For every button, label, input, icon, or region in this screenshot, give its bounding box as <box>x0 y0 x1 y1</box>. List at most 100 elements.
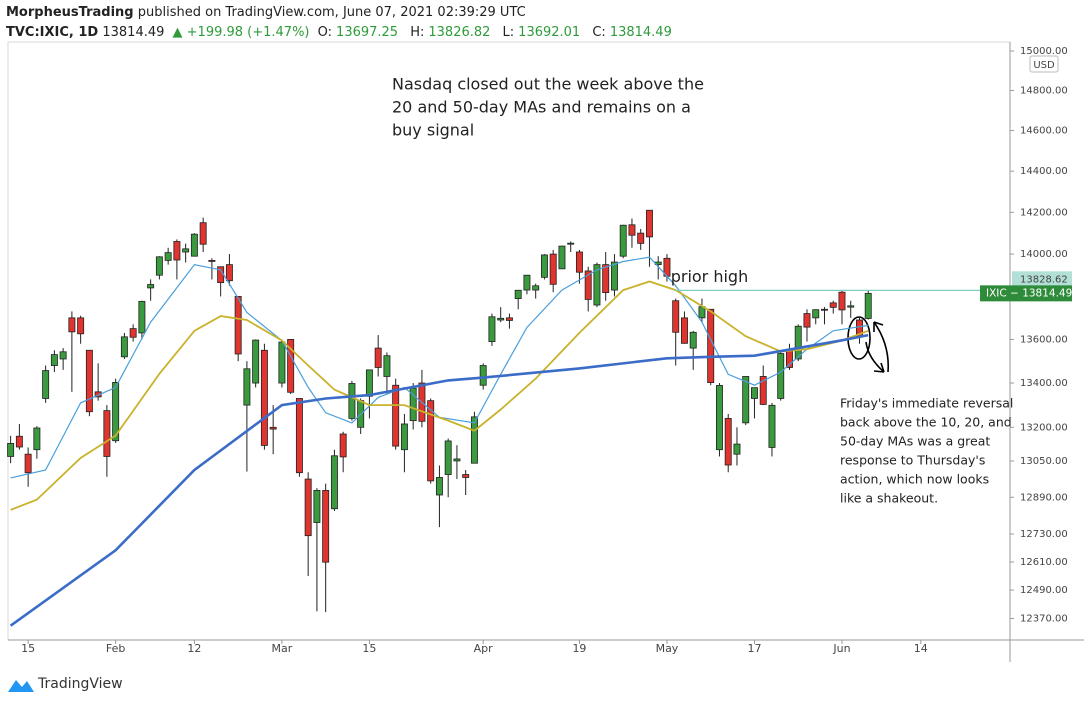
price-tag-text: 13828.62 <box>1020 274 1068 285</box>
candle-body <box>190 233 198 257</box>
annotation-line: 50-day MAs was a great <box>840 434 990 449</box>
candle-body <box>864 292 872 319</box>
candle-body <box>645 209 653 238</box>
last-price: 13814.49 <box>102 25 165 40</box>
candle-body <box>24 453 32 474</box>
candle-body <box>759 376 767 405</box>
y-tick-label: 12730.00 <box>1020 529 1068 540</box>
candle-body <box>50 354 58 366</box>
candle-body <box>155 256 163 276</box>
arrow <box>873 321 890 373</box>
candle-body <box>680 317 688 344</box>
currency: USD <box>1033 60 1055 71</box>
candle-body <box>505 317 513 321</box>
y-tick-label: 12890.00 <box>1020 492 1068 503</box>
high-label: H: 13826.82 <box>410 25 494 40</box>
quote-line: TVC:IXIC, 1D 13814.49 ▲ +199.98 (+1.47%)… <box>6 25 680 40</box>
logo: TradingView <box>8 676 123 692</box>
candle-body <box>751 387 758 399</box>
candle-body <box>470 416 478 464</box>
candle-body <box>803 313 811 328</box>
candle-body <box>313 490 321 523</box>
low-label: L: 13692.01 <box>503 25 585 40</box>
candle-body <box>488 316 496 342</box>
x-tick-label: Apr <box>474 642 494 655</box>
y-tick-label: 13600.00 <box>1020 334 1068 345</box>
open-label: O: 13697.25 <box>318 25 402 40</box>
candle-body <box>523 274 531 291</box>
candle-body <box>400 423 408 451</box>
candle-body <box>462 474 470 478</box>
candle-body <box>427 400 435 482</box>
moving-average <box>9 333 869 627</box>
annotation-line: buy signal <box>392 121 474 140</box>
candle-body <box>567 242 575 245</box>
y-tick-label: 13050.00 <box>1020 456 1068 467</box>
candle-body <box>374 347 382 368</box>
moving-average <box>10 256 869 479</box>
last-price-text: IXIC − 13814.49 <box>986 287 1072 299</box>
change: ▲ +199.98 (+1.47%) <box>172 25 310 40</box>
arrow <box>865 341 885 373</box>
candle-body <box>847 305 855 308</box>
c-key: C: <box>592 25 606 40</box>
x-tick-label: Jun <box>832 642 850 655</box>
candle-body <box>768 404 776 448</box>
candle-body <box>716 385 723 451</box>
candle-body <box>383 355 391 377</box>
candle-body <box>514 289 522 299</box>
y-tick-label: 14600.00 <box>1020 126 1068 137</box>
candle-body <box>182 248 190 253</box>
y-tick-label: 12490.00 <box>1020 585 1068 596</box>
candle-body <box>558 245 566 270</box>
candle-body <box>812 309 820 319</box>
annotation-line: Nasdaq closed out the week above the <box>392 75 704 94</box>
candle-body <box>138 300 146 334</box>
x-tick-label: 14 <box>914 642 928 655</box>
annotation-line: action, which now looks <box>840 472 989 487</box>
candle-body <box>838 291 846 311</box>
candle-body <box>497 317 505 321</box>
x-tick-label: Mar <box>272 642 293 655</box>
logo-icon <box>8 680 34 692</box>
candle-body <box>112 381 120 442</box>
candle-body <box>260 349 268 446</box>
candle-body <box>120 336 128 358</box>
h-key: H: <box>410 25 425 40</box>
candle-body <box>59 351 67 360</box>
candle-body <box>322 490 330 563</box>
h-val: 13826.82 <box>428 25 491 40</box>
x-tick-label: 17 <box>747 642 761 655</box>
prior-high-text: prior high <box>671 267 749 286</box>
y-tick-label: 14800.00 <box>1020 85 1068 96</box>
x-tick-label: Feb <box>106 642 125 655</box>
x-tick-label: May <box>656 642 679 655</box>
o-val: 13697.25 <box>336 25 399 40</box>
candle-body <box>602 264 610 294</box>
candle-body <box>628 224 636 236</box>
candle-body <box>593 264 601 306</box>
candle-body <box>15 435 23 448</box>
candle-body <box>619 224 627 257</box>
symbol: TVC:IXIC, 1D <box>6 25 99 40</box>
header-line: MorpheusTrading published on TradingView… <box>6 5 526 20</box>
candle-body <box>435 477 443 496</box>
currency-box <box>1029 55 1059 73</box>
candle-body <box>821 308 828 311</box>
candle-body <box>549 253 557 285</box>
candle-body <box>794 325 802 360</box>
x-tick-label: 19 <box>572 642 586 655</box>
candle-body <box>339 433 347 458</box>
candle-body <box>7 443 15 457</box>
candle-body <box>164 252 172 261</box>
candle-body <box>532 285 540 291</box>
annotation-line: response to Thursday's <box>840 453 985 468</box>
candle-body <box>173 241 181 261</box>
y-tick-label: 12370.00 <box>1020 614 1068 625</box>
candle-body <box>453 458 461 462</box>
candle-body <box>269 426 277 430</box>
annotation-line: back above the 10, 20, and <box>840 415 1012 430</box>
annotation-line: like a shakeout. <box>840 491 938 506</box>
candle-body <box>610 261 618 291</box>
